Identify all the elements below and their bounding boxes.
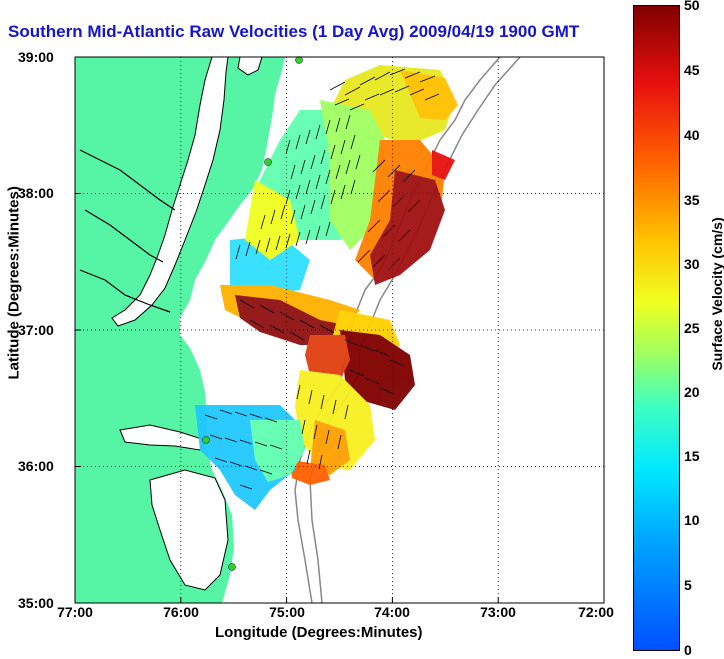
- y-tick-label: 37:00: [18, 322, 54, 338]
- grid-lines: [75, 57, 604, 603]
- colorbar-tick-label: 0: [684, 642, 692, 658]
- x-axis-label: Longitude (Degrees:Minutes): [215, 624, 423, 641]
- colorbar-tick-label: 5: [684, 577, 692, 593]
- map-title: Southern Mid-Atlantic Raw Velocities (1 …: [8, 22, 580, 41]
- radar-site-marker: [202, 436, 210, 444]
- x-tick-label: 75:00: [269, 604, 305, 620]
- chesapeake-bay: [111, 56, 229, 327]
- radar-sites: [202, 56, 303, 571]
- y-tick-label: 35:00: [18, 595, 54, 611]
- potomac-river: [79, 149, 176, 211]
- x-tick-label: 73:00: [480, 604, 516, 620]
- colorbar-tick-label: 10: [684, 512, 700, 528]
- colorbar-tick-label: 45: [684, 62, 700, 78]
- colorbar-tick-label: 25: [684, 320, 700, 336]
- colorbar-tick-label: 35: [684, 192, 700, 208]
- james-river: [79, 269, 171, 313]
- y-axis-label: Latitude (Degrees:Minutes): [5, 186, 23, 380]
- x-tick-label: 72:00: [578, 604, 614, 620]
- radar-site-marker: [228, 563, 236, 571]
- velocity-vectors: [204, 68, 440, 490]
- colorbar-tick-label: 40: [684, 127, 700, 143]
- colorbar-tick-label: 30: [684, 256, 700, 272]
- rappahannock-river: [84, 209, 164, 263]
- colorbar: [633, 5, 680, 651]
- y-tick-label: 36:00: [18, 458, 54, 474]
- y-tick-label: 38:00: [18, 185, 54, 201]
- colorbar-tick-label: 20: [684, 384, 700, 400]
- radar-site-marker: [295, 56, 303, 64]
- radar-site-marker: [264, 158, 272, 166]
- colorbar-label: Surface Velocity (cm/s): [709, 217, 724, 371]
- colorbar-tick-label: 15: [684, 448, 700, 464]
- axis-tick-marks: [75, 193, 499, 603]
- x-tick-label: 76:00: [163, 604, 199, 620]
- colorbar-tick-label: 50: [684, 0, 700, 13]
- y-tick-label: 39:00: [18, 49, 54, 65]
- x-tick-label: 77:00: [57, 604, 93, 620]
- pamlico-sound: [149, 469, 229, 591]
- x-tick-label: 74:00: [374, 604, 410, 620]
